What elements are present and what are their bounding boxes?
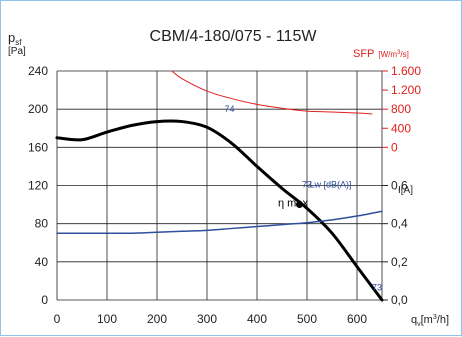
current-tick-label: 0,4 — [391, 217, 408, 231]
left-tick-label: 160 — [28, 140, 48, 154]
x-tick-label: 400 — [247, 312, 267, 326]
sfp-axis-label: SFP [W/m3/s] — [353, 48, 409, 60]
current-tick-label: 0,6 — [391, 179, 408, 193]
eta-max-marker — [296, 201, 303, 209]
sfp-tick-label: 0 — [391, 140, 398, 154]
series-current-line — [56, 210, 383, 235]
current-axis-label: I[A] — [398, 185, 413, 196]
left-tick-label: 0 — [41, 293, 48, 307]
sfp-tick-label: 800 — [391, 102, 411, 116]
chart-title: CBM/4-180/075 - 115W — [150, 28, 318, 45]
x-tick-label: 200 — [147, 312, 167, 326]
current-tick-label: 0,0 — [391, 293, 408, 307]
annotation-label: Lw [dB(A)] — [310, 179, 352, 189]
left-tick-label: 200 — [28, 102, 48, 116]
left-tick-label: 120 — [28, 179, 48, 193]
annotation-label: η max — [278, 197, 308, 209]
series-pressure-line — [55, 119, 384, 302]
current-tick-label: 0,2 — [391, 255, 408, 269]
series-sfp-line — [171, 70, 373, 115]
x-tick-label: 0 — [54, 312, 61, 326]
sfp-tick-label: 1.600 — [391, 64, 421, 78]
annotation-label: 73 — [372, 282, 382, 292]
left-axis-label: psf — [8, 30, 22, 47]
x-axis-label: qv[m3/h] — [411, 314, 449, 328]
x-tick-label: 600 — [347, 312, 367, 326]
left-tick-label: 40 — [35, 255, 49, 269]
left-axis-unit: [Pa] — [8, 46, 26, 57]
x-tick-label: 300 — [197, 312, 217, 326]
left-tick-label: 80 — [35, 217, 49, 231]
sfp-tick-label: 400 — [391, 121, 411, 135]
left-tick-label: 240 — [28, 64, 48, 78]
annotation-label: 74 — [225, 104, 235, 114]
sfp-tick-label: 1.200 — [391, 83, 421, 97]
x-tick-label: 500 — [297, 312, 317, 326]
x-tick-label: 100 — [97, 312, 117, 326]
annotation-label: 73 — [302, 179, 312, 189]
